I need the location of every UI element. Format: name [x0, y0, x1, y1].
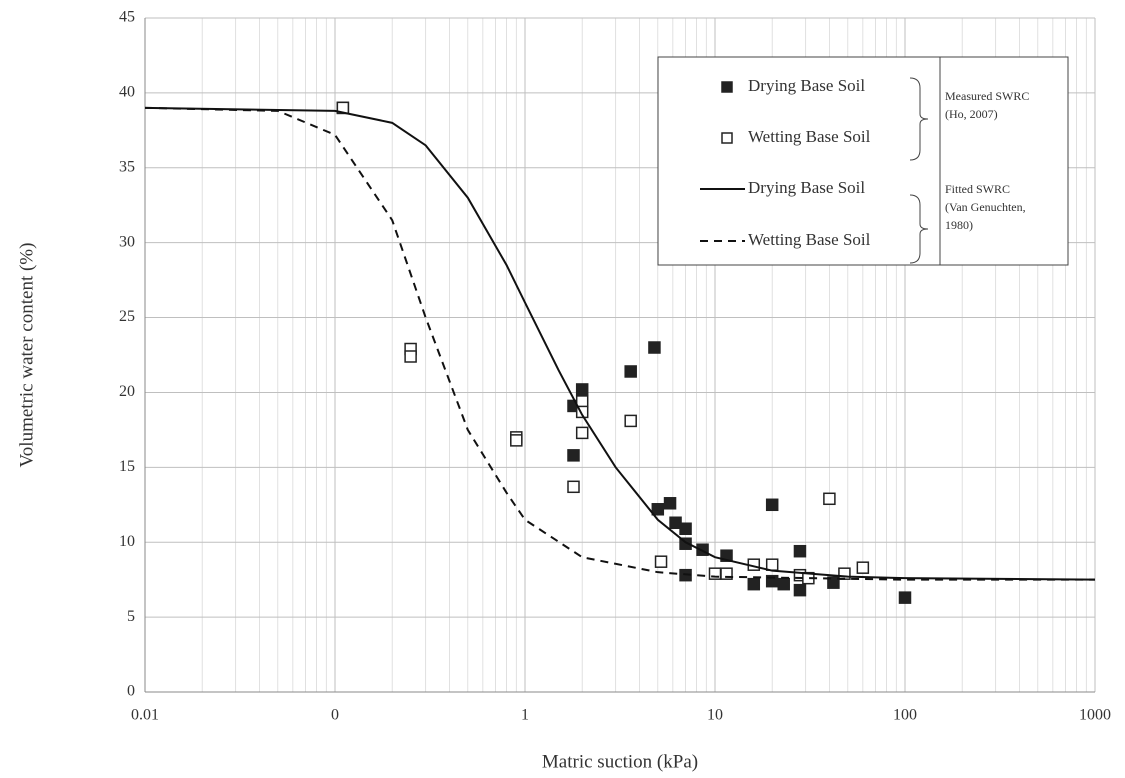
x-axis-title: Matric suction (kPa)	[542, 751, 698, 772]
marker	[720, 567, 733, 580]
x-tick-label: 0	[331, 707, 339, 724]
annotation: (Van Genuchten,	[945, 200, 1026, 214]
marker	[663, 497, 677, 510]
marker	[679, 537, 692, 550]
marker	[720, 549, 733, 562]
marker	[575, 426, 589, 440]
brace	[909, 194, 929, 264]
legend-label: Drying Base Soil	[748, 76, 865, 95]
marker	[765, 498, 779, 512]
annotation: Fitted SWRC	[945, 182, 1010, 196]
y-tick-label: 35	[119, 158, 135, 175]
x-tick-label: 100	[893, 707, 917, 724]
marker	[575, 383, 589, 396]
y-axis-title: Volumetric water content (%)	[16, 243, 37, 468]
line	[144, 106, 1096, 581]
marker	[510, 434, 523, 447]
y-tick-label: 10	[119, 533, 135, 550]
y-tick-label: 5	[127, 608, 135, 625]
annotation: Measured SWRC	[945, 89, 1029, 103]
y-tick-label: 25	[119, 308, 135, 325]
legend-marker	[721, 81, 733, 93]
annotation: 1980)	[945, 218, 973, 232]
legend-label: Wetting Base Soil	[748, 230, 871, 249]
y-tick-label: 15	[119, 458, 135, 475]
legend: Drying Base Soil Wetting Base Soil Drying …	[657, 56, 1069, 266]
marker	[747, 577, 761, 591]
x-tick-label: 1	[521, 707, 529, 724]
marker	[624, 365, 637, 378]
marker	[777, 577, 790, 591]
legend-label: Drying Base Soil	[748, 178, 865, 197]
brace	[909, 77, 929, 161]
y-tick-label: 0	[127, 683, 135, 700]
marker	[404, 350, 417, 363]
marker	[575, 405, 589, 419]
legend-marker	[721, 132, 733, 144]
annotation: (Ho, 2007)	[945, 107, 998, 121]
y-tick-label: 30	[119, 233, 135, 250]
marker	[823, 492, 836, 506]
x-tick-label: 0.01	[131, 707, 159, 724]
marker	[624, 414, 637, 428]
marker	[648, 341, 661, 354]
marker	[856, 561, 870, 574]
marker	[765, 558, 779, 571]
marker	[793, 544, 807, 558]
marker	[567, 449, 580, 462]
marker	[793, 583, 807, 597]
marker	[898, 591, 912, 604]
marker	[827, 576, 840, 589]
marker	[575, 395, 589, 408]
x-tick-label: 10	[707, 707, 723, 724]
legend-label: Wetting Base Soil	[748, 127, 871, 146]
marker	[679, 522, 692, 535]
marker	[651, 503, 665, 516]
y-tick-label: 45	[119, 9, 135, 26]
y-tick-label: 20	[119, 383, 135, 400]
y-tick-label: 40	[119, 84, 135, 101]
line	[144, 106, 1095, 581]
marker	[696, 543, 709, 556]
marker	[654, 555, 668, 568]
x-tick-label: 1000	[1079, 707, 1111, 724]
marker	[567, 480, 580, 494]
